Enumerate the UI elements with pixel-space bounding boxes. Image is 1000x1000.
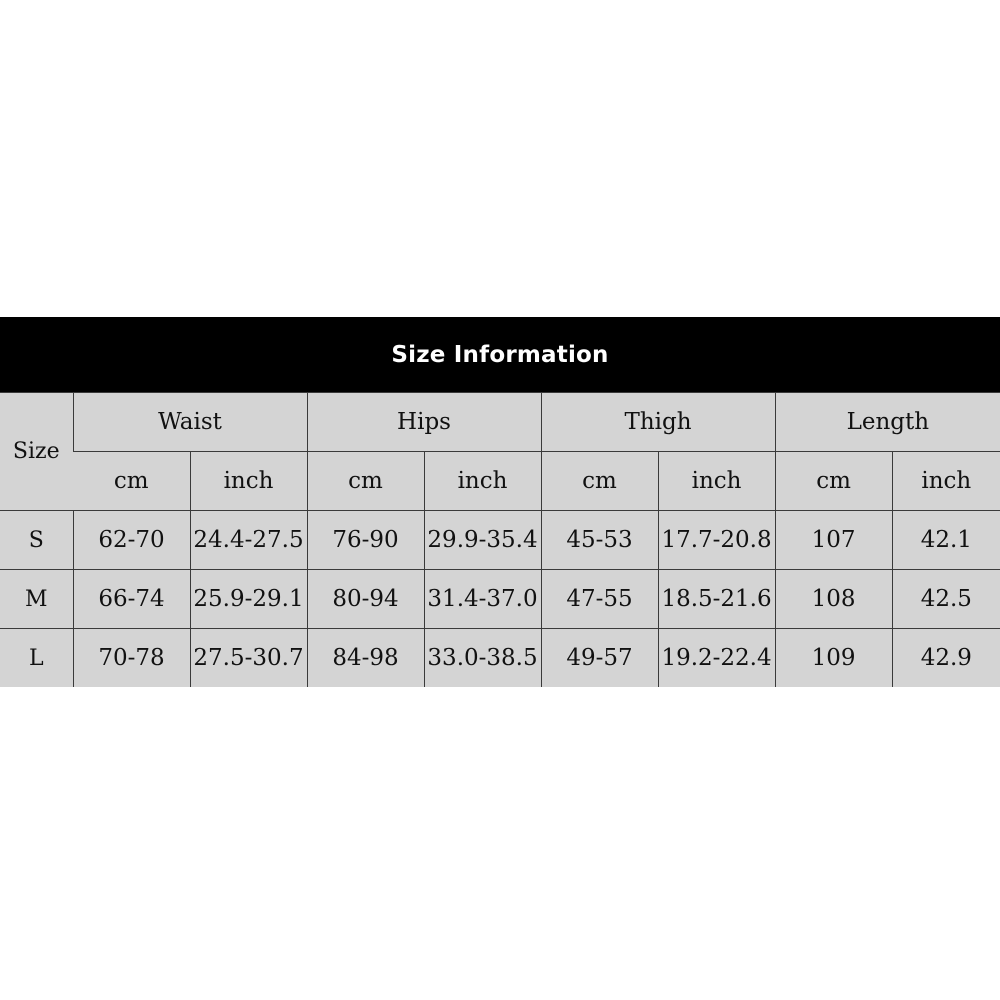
table-cell: 76-90 [306, 510, 425, 570]
table-cell: 47-55 [540, 569, 659, 629]
table-row-s: S 62-70 24.4-27.5 76-90 29.9-35.4 45-53 … [0, 510, 1000, 570]
table-cell: 70-78 [72, 628, 190, 687]
table-cell: 42.5 [891, 569, 1000, 629]
table-cell: 24.4-27.5 [189, 510, 308, 570]
table-cell: 25.9-29.1 [189, 569, 308, 629]
table-cell: 42.9 [891, 628, 1000, 687]
table-cell: 109 [774, 628, 893, 687]
table-cell: 107 [774, 510, 893, 570]
header-unit: cm [306, 451, 425, 511]
size-chart: Size Information Size Waist Hips Thigh L… [0, 317, 1000, 687]
header-unit: cm [540, 451, 659, 511]
table-cell: 18.5-21.6 [657, 569, 776, 629]
header-size: Size [0, 392, 73, 511]
table-cell: 45-53 [540, 510, 659, 570]
table-cell: 66-74 [72, 569, 190, 629]
header-unit: cm [73, 451, 190, 511]
header-group-length: Length [774, 392, 1000, 452]
table-cell: 27.5-30.7 [189, 628, 308, 687]
header-unit: inch [423, 451, 542, 511]
table-cell: 80-94 [306, 569, 425, 629]
row-size-label: S [0, 510, 73, 570]
table-cell: 31.4-37.0 [423, 569, 542, 629]
header-row-units: cm inch cm inch cm inch cm inch [0, 451, 1000, 511]
chart-title-bar: Size Information [0, 317, 1000, 392]
row-size-label: L [0, 628, 73, 687]
table-cell: 108 [774, 569, 893, 629]
table-cell: 84-98 [306, 628, 425, 687]
table-cell: 17.7-20.8 [657, 510, 776, 570]
chart-title: Size Information [391, 341, 609, 368]
header-unit: inch [891, 451, 1000, 511]
header-group-thigh: Thigh [540, 392, 776, 452]
header-unit: inch [189, 451, 308, 511]
table-cell: 33.0-38.5 [423, 628, 542, 687]
table-cell: 42.1 [891, 510, 1000, 570]
table-cell: 49-57 [540, 628, 659, 687]
row-size-label: M [0, 569, 73, 629]
table-row-l: L 70-78 27.5-30.7 84-98 33.0-38.5 49-57 … [0, 628, 1000, 687]
header-group-hips: Hips [306, 392, 542, 452]
table-row-m: M 66-74 25.9-29.1 80-94 31.4-37.0 47-55 … [0, 569, 1000, 629]
table-cell: 62-70 [72, 510, 190, 570]
header-unit: cm [774, 451, 893, 511]
header-row-groups: Size Waist Hips Thigh Length [0, 392, 1000, 511]
table-cell: 19.2-22.4 [657, 628, 776, 687]
table-cell: 29.9-35.4 [423, 510, 542, 570]
header-group-waist: Waist [72, 392, 308, 452]
size-table: Size Waist Hips Thigh Length cm inch cm … [0, 392, 1000, 687]
header-unit: inch [657, 451, 776, 511]
